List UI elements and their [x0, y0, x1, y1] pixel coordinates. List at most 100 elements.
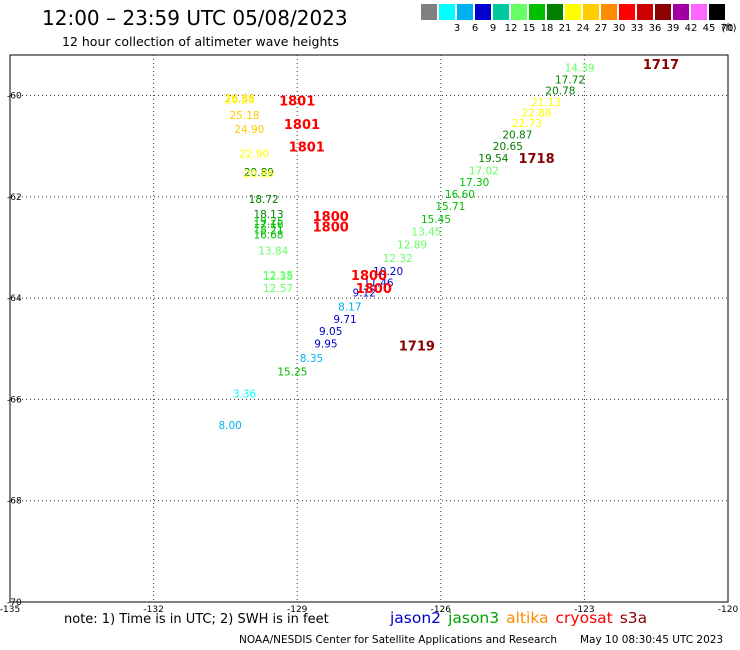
- legend-label: 36: [648, 23, 662, 34]
- y-tick-label: -68: [7, 497, 22, 507]
- wave-height-label: 22.90: [239, 148, 269, 160]
- wave-height-label: 20.65: [493, 141, 523, 153]
- footer-timestamp: May 10 08:30:45 UTC 2023: [580, 634, 724, 646]
- wave-height-label: 16.68: [253, 229, 283, 241]
- x-tick-label: -126: [431, 605, 452, 615]
- page-subtitle: 12 hour collection of altimeter wave hei…: [62, 34, 339, 49]
- legend-label: 39: [666, 23, 680, 34]
- legend-swatch: [619, 4, 635, 20]
- wave-height-label: 15.25: [277, 367, 307, 379]
- satellite-cryosat: cryosat: [555, 609, 613, 627]
- time-label: 1800: [351, 269, 387, 284]
- legend-swatch: [655, 4, 671, 20]
- wave-height-label: 26.86: [225, 93, 255, 105]
- wave-height-label: 20.87: [502, 130, 532, 142]
- footer-note: note: 1) Time is in UTC; 2) SWH is in fe…: [64, 612, 329, 627]
- x-tick-label: -132: [143, 605, 163, 615]
- legend-swatch: [547, 4, 563, 20]
- wave-height-label: 21.13: [531, 97, 561, 109]
- wave-height-label: 24.90: [234, 124, 264, 136]
- wave-height-label: 18.21: [253, 224, 283, 236]
- y-tick-label: -70: [7, 598, 22, 608]
- wave-height-label: 12.38: [263, 271, 293, 283]
- time-label: 1719: [399, 339, 435, 354]
- legend-label: 12: [504, 23, 518, 34]
- wave-height-label: 15.45: [421, 214, 451, 226]
- wave-height-label: 13.84: [258, 246, 288, 258]
- time-label: 1801: [289, 141, 325, 156]
- legend-label: 15: [522, 23, 536, 34]
- legend-label: 24: [576, 23, 590, 34]
- wave-height-label: 9.05: [319, 326, 342, 338]
- y-tick-label: -64: [7, 294, 22, 304]
- wave-height-label: 19.25: [253, 216, 283, 228]
- wave-height-label: 20.89: [244, 167, 274, 179]
- wave-height-label: 12.15: [263, 270, 293, 282]
- legend-swatch: [601, 4, 617, 20]
- legend-swatch: [565, 4, 581, 20]
- legend-label: 27: [594, 23, 608, 34]
- wave-height-label: 14.39: [565, 63, 595, 75]
- page-title: 12:00 – 23:59 UTC 05/08/2023: [42, 6, 348, 30]
- legend-label: 42: [684, 23, 698, 34]
- y-tick-label: -60: [7, 92, 22, 102]
- wave-height-label: 22.88: [522, 107, 552, 119]
- legend-swatch: [691, 4, 707, 20]
- wave-height-label: 19.54: [478, 153, 508, 165]
- wave-height-label: 9.71: [333, 314, 356, 326]
- wave-height-label: 13.45: [411, 226, 441, 238]
- x-tick-label: -120: [718, 605, 739, 615]
- wave-height-label: 18.72: [249, 194, 279, 206]
- legend-swatch: [457, 4, 473, 20]
- footer-credit: NOAA/NESDIS Center for Satellite Applica…: [239, 634, 557, 646]
- time-label: 1800: [313, 210, 349, 225]
- x-tick-label: -129: [287, 605, 308, 615]
- wave-height-label: 9.12: [353, 288, 376, 300]
- legend-label: 9: [489, 23, 497, 34]
- legend-swatch: [493, 4, 509, 20]
- legend-swatch: [421, 4, 437, 20]
- legend-swatch: [583, 4, 599, 20]
- legend-label: 3: [453, 23, 461, 34]
- wave-height-label: 22.73: [512, 118, 542, 130]
- wave-height-label: 20.86: [244, 169, 274, 181]
- legend-label: 33: [630, 23, 644, 34]
- time-label: 1717: [643, 58, 679, 73]
- satellite-legend: jason2 jason3 altika cryosat s3a: [390, 609, 654, 627]
- wave-height-label: 16.60: [445, 189, 475, 201]
- legend-label: 70: [720, 23, 734, 34]
- wave-height-label: 9.95: [314, 339, 337, 351]
- legend-swatch: [475, 4, 491, 20]
- wave-height-label: 8.00: [218, 420, 241, 432]
- wave-height-label: 12.57: [263, 283, 293, 295]
- wave-height-label: 26.26: [225, 95, 255, 107]
- satellite-s3a: s3a: [619, 609, 648, 627]
- wave-height-label: 25.18: [230, 110, 260, 122]
- wave-height-label: 8.35: [300, 353, 323, 365]
- wave-height-label: 17.02: [469, 166, 499, 178]
- wave-height-label: 8.17: [338, 301, 361, 313]
- legend-unit: (ft): [721, 23, 737, 34]
- legend-swatch: [511, 4, 527, 20]
- satellite-jason2: jason2: [390, 609, 442, 627]
- wave-height-label: 15.71: [435, 201, 465, 213]
- legend-swatch: [439, 4, 455, 20]
- wave-height-label: 20.78: [545, 86, 575, 98]
- time-label: 1801: [279, 95, 315, 110]
- legend-label: 30: [612, 23, 626, 34]
- wave-height-label: 18.13: [253, 209, 283, 221]
- satellite-jason3: jason3: [448, 609, 500, 627]
- legend-label: 18: [540, 23, 554, 34]
- legend-swatch: [529, 4, 545, 20]
- time-label: 1800: [313, 220, 349, 235]
- x-tick-label: -135: [0, 605, 20, 615]
- satellite-altika: altika: [506, 609, 549, 627]
- x-tick-label: -123: [574, 605, 594, 615]
- wave-height-label: 17.16: [253, 219, 283, 231]
- legend-swatch: [709, 4, 725, 20]
- legend-swatch: [637, 4, 653, 20]
- legend-swatch: [673, 4, 689, 20]
- wave-height-label: 11.46: [364, 277, 394, 289]
- y-tick-label: -62: [7, 193, 22, 203]
